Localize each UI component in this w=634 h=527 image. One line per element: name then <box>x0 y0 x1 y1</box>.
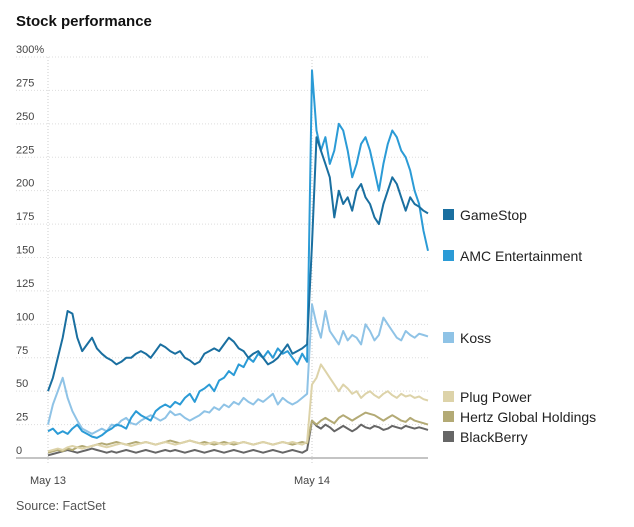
y-tick-label: 0 <box>16 445 22 457</box>
legend: GameStop AMC Entertainment Koss Plug Power H… <box>443 207 596 445</box>
y-tick-label: 300% <box>16 44 44 56</box>
y-tick-label: 200 <box>16 178 34 190</box>
series-line-gamestop <box>47 136 429 392</box>
y-axis-ticks: 0 25 50 75 100 125 150 175 200 225 250 275 300% <box>16 44 44 457</box>
legend-swatch-hertz-global-holdings <box>443 411 454 422</box>
x-axis-ticks: May 13 May 14 <box>30 57 330 487</box>
y-tick-label: 150 <box>16 245 34 257</box>
legend-swatch-amc-entertainment <box>443 250 454 261</box>
source-note: Source: FactSet <box>16 499 106 513</box>
x-tick-label: May 13 <box>30 475 66 487</box>
series-line-koss <box>47 303 429 435</box>
y-tick-label: 175 <box>16 211 34 223</box>
legend-label-plug-power: Plug Power <box>460 389 532 405</box>
legend-label-koss: Koss <box>460 330 491 346</box>
legend-label-hertz-global-holdings: Hertz Global Holdings <box>460 409 596 425</box>
legend-swatch-blackberry <box>443 431 454 442</box>
legend-swatch-koss <box>443 332 454 343</box>
y-tick-label: 225 <box>16 144 34 156</box>
series-line-blackberry <box>47 419 429 457</box>
series-line-plug-power <box>47 363 429 453</box>
legend-swatch-gamestop <box>443 209 454 220</box>
x-tick-label: May 14 <box>294 475 330 487</box>
legend-label-amc-entertainment: AMC Entertainment <box>460 248 582 264</box>
y-tick-label: 50 <box>16 378 28 390</box>
y-tick-label: 100 <box>16 311 34 323</box>
y-tick-label: 250 <box>16 111 34 123</box>
series-lines <box>47 69 429 457</box>
y-tick-label: 75 <box>16 345 28 357</box>
y-tick-label: 125 <box>16 278 34 290</box>
legend-label-blackberry: BlackBerry <box>460 429 528 445</box>
chart-title: Stock performance <box>16 13 152 30</box>
legend-swatch-plug-power <box>443 391 454 402</box>
y-tick-label: 25 <box>16 412 28 424</box>
y-tick-label: 275 <box>16 77 34 89</box>
grid-lines <box>16 56 428 459</box>
series-line-amc-entertainment <box>47 69 429 439</box>
legend-label-gamestop: GameStop <box>460 207 527 223</box>
